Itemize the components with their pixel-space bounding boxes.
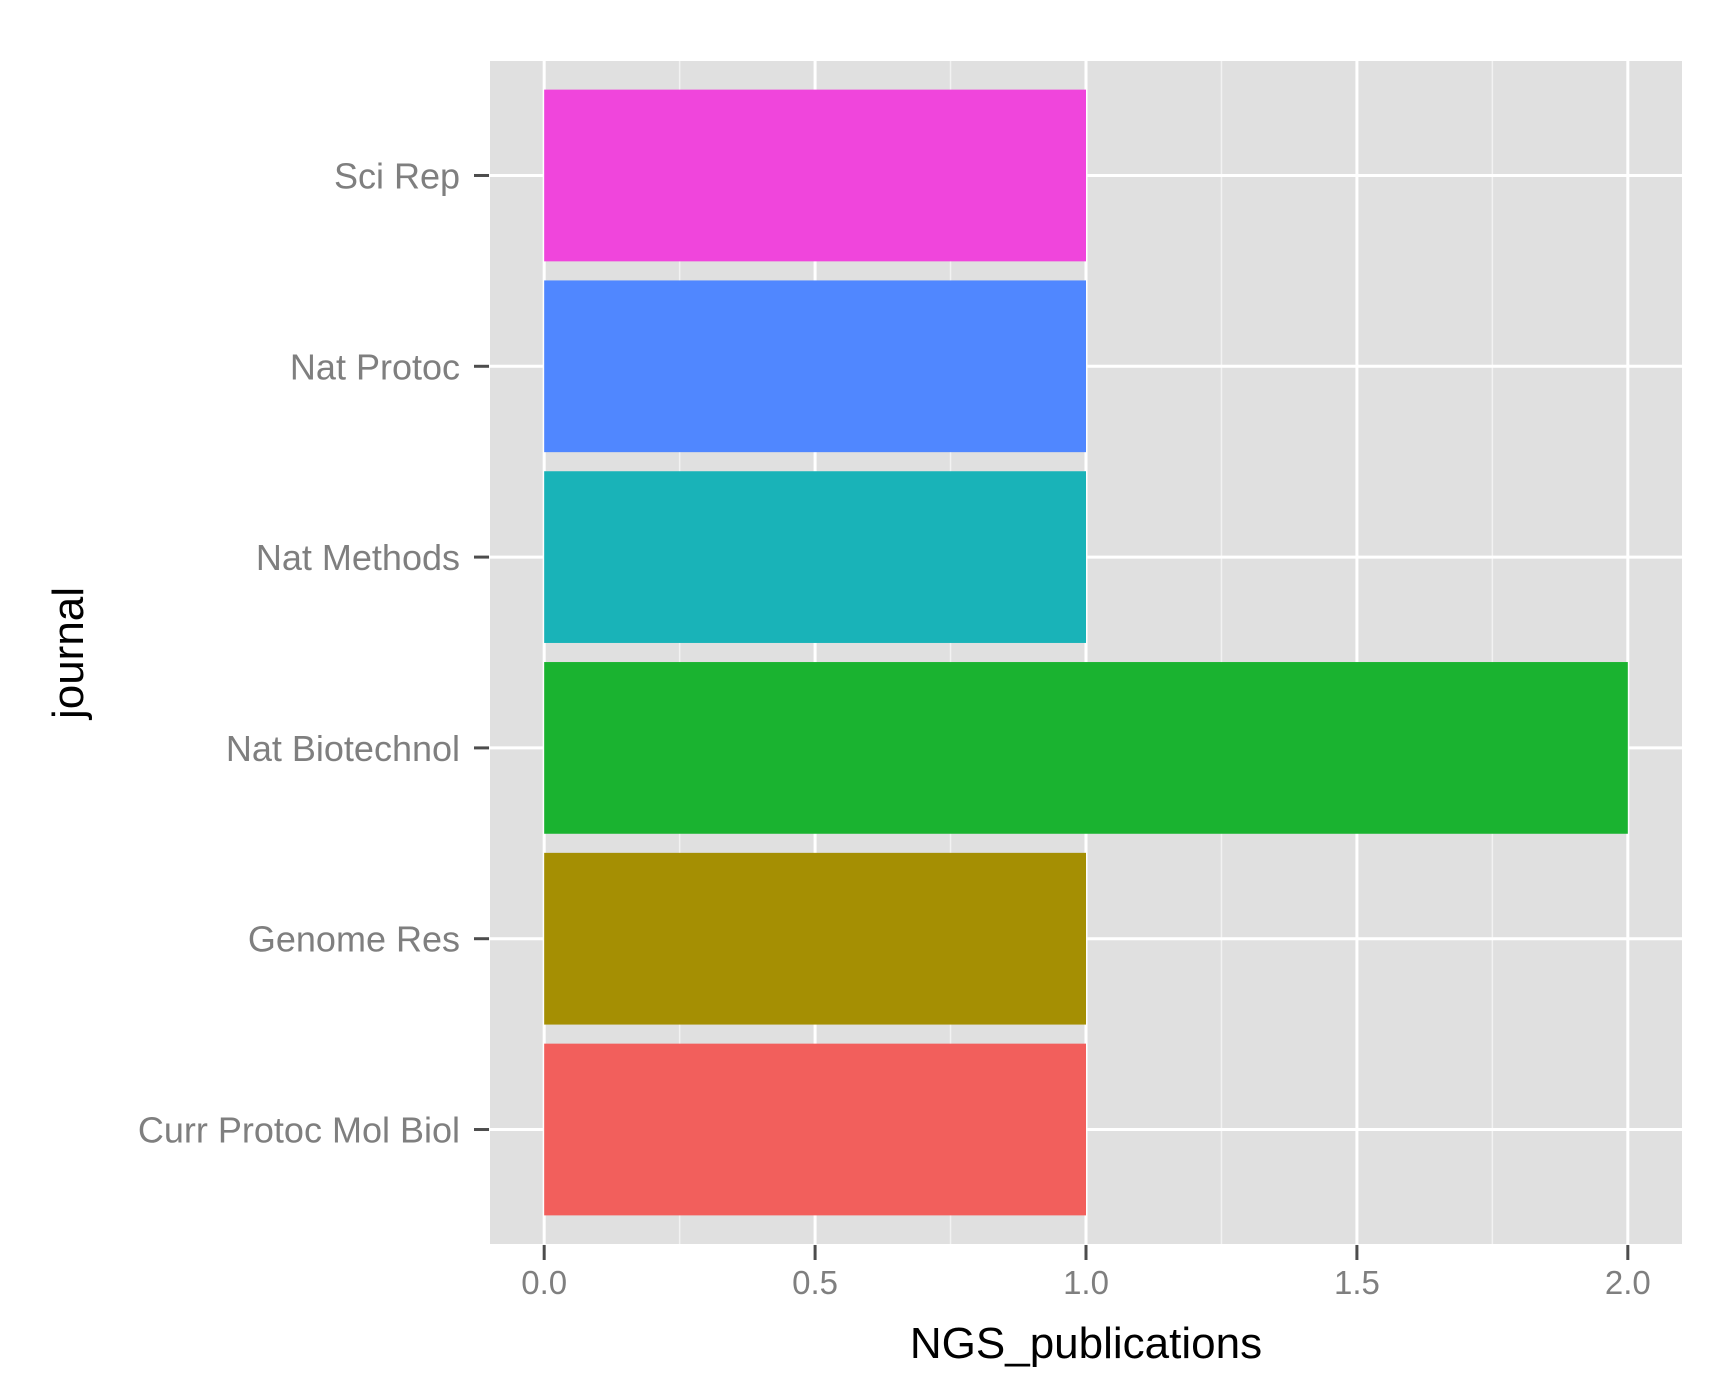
x-axis-title: NGS_publications xyxy=(910,1319,1262,1368)
bar xyxy=(544,662,1628,834)
y-tick-label: Nat Protoc xyxy=(290,346,460,387)
x-tick-label: 1.5 xyxy=(1334,1264,1380,1301)
y-tick-label: Nat Methods xyxy=(256,537,460,578)
bar xyxy=(544,471,1086,643)
y-tick-label: Nat Biotechnol xyxy=(226,728,460,769)
y-tick-label: Sci Rep xyxy=(334,155,460,196)
y-axis: Curr Protoc Mol Biol Genome Res Nat Biotec… xyxy=(138,155,489,1151)
x-tick-label: 1.0 xyxy=(1063,1264,1109,1301)
bars xyxy=(544,89,1628,1216)
bar xyxy=(544,280,1086,453)
y-tick-label: Curr Protoc Mol Biol xyxy=(138,1110,460,1151)
x-tick-label: 2.0 xyxy=(1605,1264,1651,1301)
y-tick-label: Genome Res xyxy=(248,919,460,960)
x-axis: 0.0 0.5 1.0 1.5 2.0 xyxy=(521,1245,1651,1301)
bar xyxy=(544,89,1086,262)
x-tick-label: 0.0 xyxy=(521,1264,567,1301)
bar xyxy=(544,1043,1086,1216)
y-axis-title: journal xyxy=(44,587,93,721)
bar xyxy=(544,852,1086,1025)
x-tick-label: 0.5 xyxy=(792,1264,838,1301)
